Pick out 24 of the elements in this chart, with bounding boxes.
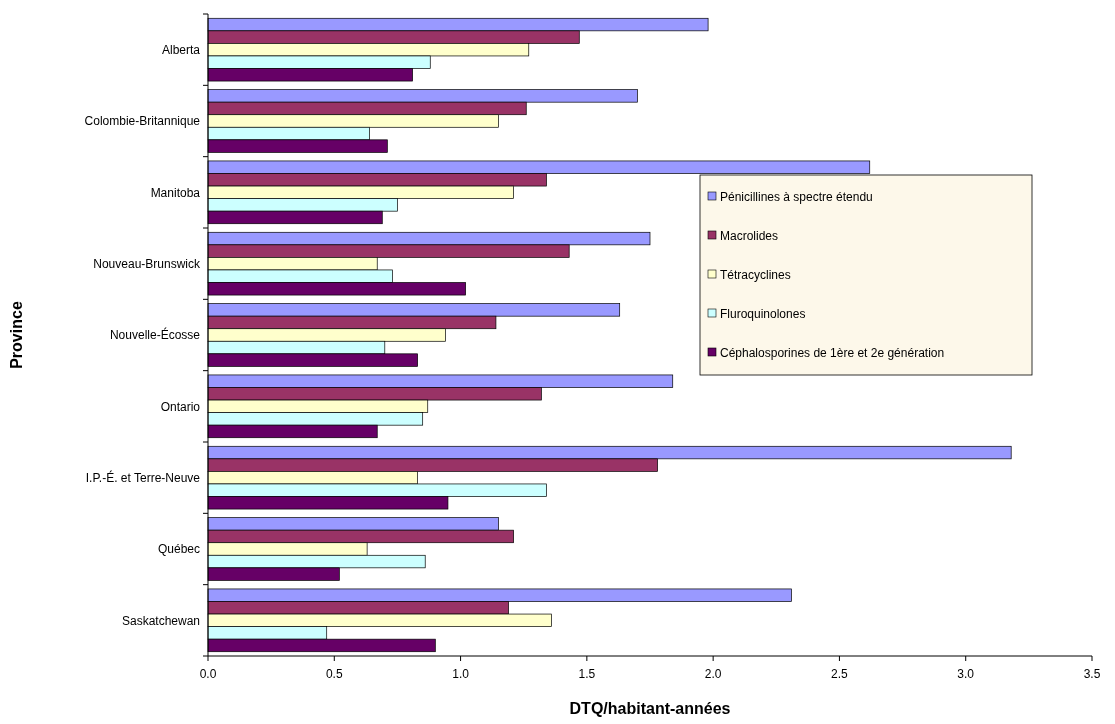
y-tick-label: Ontario bbox=[160, 399, 201, 414]
y-tick-label: Nouvelle-Écosse bbox=[109, 327, 201, 343]
y-tick-label: Québec bbox=[157, 542, 200, 557]
x-tick-label: 0.0 bbox=[199, 667, 217, 681]
y-axis-title: Province bbox=[8, 301, 25, 369]
y-tick-label: Nouveau-Brunswick bbox=[93, 256, 201, 271]
x-tick-label: 3.5 bbox=[1083, 667, 1101, 681]
y-tick-label: Manitoba bbox=[150, 185, 201, 200]
x-tick-label: 0.5 bbox=[325, 667, 343, 681]
y-tick-label: I.P.-É. et Terre-Neuve bbox=[85, 469, 201, 485]
x-tick-label: 1.5 bbox=[578, 667, 596, 681]
x-axis-title: DTQ/habitant-années bbox=[569, 700, 731, 717]
legend-label: Tétracyclines bbox=[720, 268, 791, 283]
legend-label: Fluroquinolones bbox=[720, 307, 806, 322]
y-tick-label: Saskatchewan bbox=[121, 613, 200, 628]
legend-label: Céphalosporines de 1ère et 2e génération bbox=[720, 346, 945, 361]
x-tick-label: 3.0 bbox=[957, 667, 975, 681]
legend-label: Pénicillines à spectre étendu bbox=[720, 190, 873, 205]
legend-label: Macrolides bbox=[720, 229, 779, 244]
x-tick-label: 2.0 bbox=[704, 667, 722, 681]
y-tick-label: Alberta bbox=[161, 42, 201, 57]
x-tick-label: 1.0 bbox=[452, 667, 470, 681]
x-tick-label: 2.5 bbox=[831, 667, 849, 681]
y-tick-label: Colombie-Britannique bbox=[84, 114, 201, 129]
